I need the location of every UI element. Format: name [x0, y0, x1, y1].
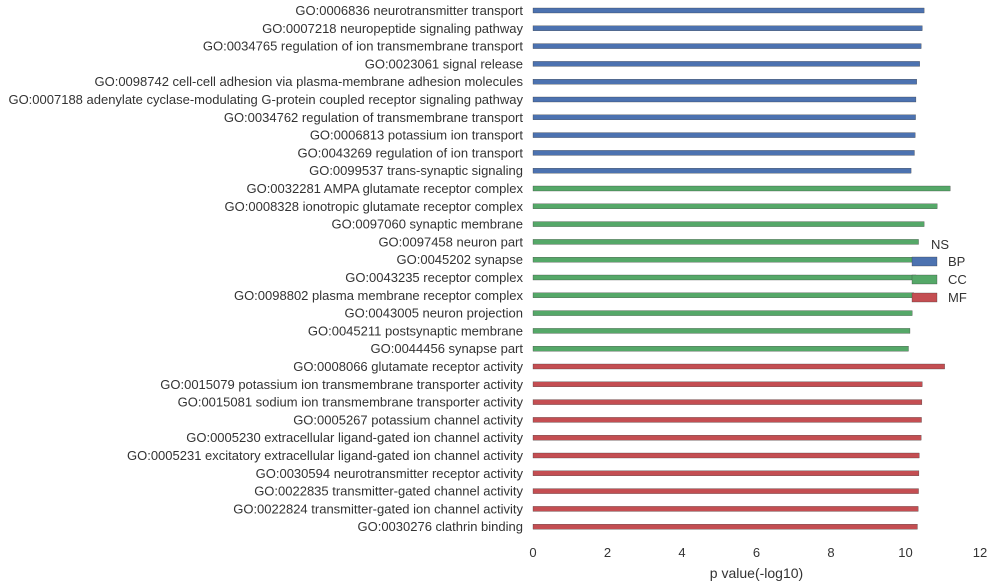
category-label: GO:0005267 potassium channel activity [293, 412, 523, 427]
bar [532, 292, 914, 298]
category-label: GO:0008328 ionotropic glutamate receptor… [225, 199, 524, 214]
bar [532, 310, 913, 316]
category-label: GO:0008066 glutamate receptor activity [293, 359, 523, 374]
legend-label: MF [948, 290, 967, 305]
bar [532, 150, 915, 156]
bar [532, 7, 925, 14]
x-tick-label: 0 [529, 545, 536, 560]
category-label: GO:0015079 potassium ion transmembrane t… [160, 377, 523, 392]
bar [532, 43, 922, 49]
bar [532, 221, 925, 227]
bar [532, 381, 923, 387]
category-label: GO:0034762 regulation of transmembrane t… [224, 110, 524, 125]
bar [532, 114, 916, 120]
legend-swatch [911, 292, 938, 303]
bar [532, 452, 920, 459]
bar [532, 185, 951, 192]
category-label: GO:0007188 adenylate cyclase-modulating … [8, 92, 523, 107]
bar [532, 470, 920, 476]
category-label: GO:0032281 AMPA glutamate receptor compl… [246, 181, 523, 196]
category-label: GO:0007218 neuropeptide signaling pathwa… [262, 21, 523, 36]
x-tick-label: 2 [604, 545, 611, 560]
x-axis-label: p value(-log10) [710, 565, 803, 581]
legend-label: BP [948, 254, 965, 269]
category-label: GO:0045211 postsynaptic membrane [308, 323, 523, 338]
category-label: GO:0097458 neuron part [378, 234, 523, 249]
category-label: GO:0034765 regulation of ion transmembra… [203, 39, 524, 54]
category-label: GO:0044456 synapse part [371, 341, 524, 356]
category-label: GO:0015081 sodium ion transmembrane tran… [178, 395, 524, 410]
category-label: GO:0022824 transmitter-gated ion channel… [233, 501, 523, 516]
x-tick-label: 12 [973, 545, 987, 560]
bar [532, 257, 917, 263]
category-labels: GO:0006836 neurotransmitter transport GO:… [8, 3, 523, 534]
bar [532, 61, 920, 67]
category-label: GO:0006813 potassium ion transport [310, 128, 524, 143]
x-tick-label: 6 [753, 545, 760, 560]
category-label: GO:0043005 neuron projection [344, 306, 523, 321]
bar [532, 417, 922, 423]
bar [532, 274, 917, 281]
x-tick-label: 10 [898, 545, 912, 560]
x-tick-label: 4 [678, 545, 685, 560]
category-label: GO:0006836 neurotransmitter transport [295, 3, 523, 18]
bar [532, 399, 923, 405]
bars-layer [532, 7, 951, 530]
category-label: GO:0098802 plasma membrane receptor comp… [234, 288, 524, 303]
category-label: GO:0043269 regulation of ion transport [298, 145, 524, 160]
x-axis: 0 2 4 6 8 10 12 [529, 545, 987, 560]
legend-swatch [911, 256, 938, 267]
category-label: GO:0043235 receptor complex [345, 270, 523, 285]
category-label: GO:0023061 signal release [365, 56, 523, 71]
category-label: GO:0045202 synapse [397, 252, 523, 267]
category-label: GO:0030594 neurotransmitter receptor act… [256, 466, 524, 481]
category-label: GO:0022835 transmitter-gated channel act… [254, 484, 523, 499]
category-label: GO:0097060 synaptic membrane [332, 217, 524, 232]
bar [532, 168, 912, 174]
bar [532, 239, 919, 245]
category-label: GO:0030276 clathrin binding [357, 519, 523, 534]
bar [532, 203, 938, 209]
bar [532, 524, 918, 530]
x-tick-label: 8 [827, 545, 834, 560]
legend-swatch [911, 274, 938, 285]
bar [532, 79, 917, 85]
category-label: GO:0099537 trans-synaptic signaling [309, 163, 523, 178]
category-label: GO:0098742 cell-cell adhesion via plasma… [94, 74, 523, 89]
legend-title: NS [931, 237, 949, 252]
category-label: GO:0005231 excitatory extracellular liga… [127, 448, 524, 463]
category-label: GO:0005230 extracellular ligand-gated io… [186, 430, 523, 445]
bar [532, 132, 916, 138]
bar [532, 488, 919, 494]
bar [532, 25, 923, 31]
legend: NS BP CC MF [911, 237, 967, 305]
bar [532, 363, 945, 370]
bar [532, 96, 917, 103]
legend-label: CC [948, 272, 967, 287]
bar [532, 435, 922, 441]
bar [532, 346, 909, 352]
bar [532, 328, 911, 334]
bar [532, 506, 919, 512]
